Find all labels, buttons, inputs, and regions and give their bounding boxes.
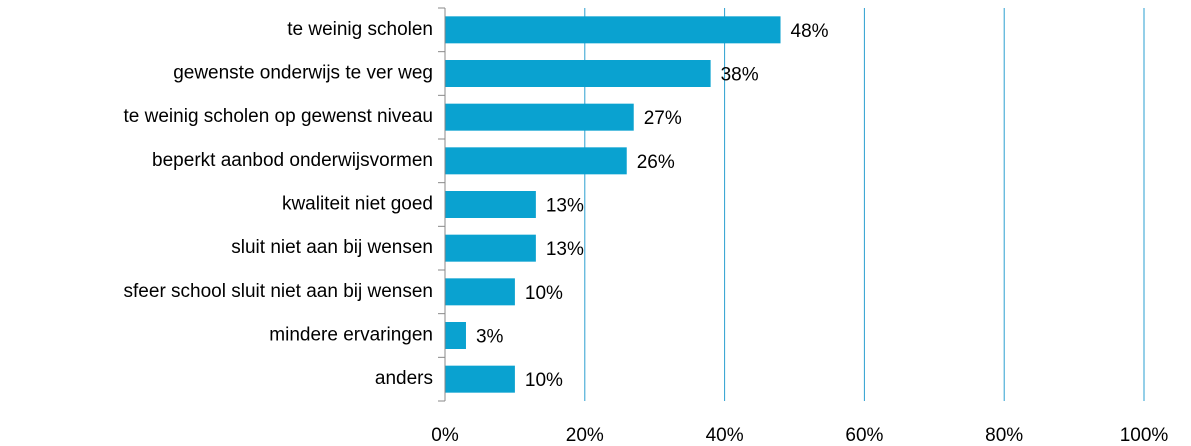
x-tick-label: 60% [845,425,883,446]
y-tick-label: sfeer school sluit niet aan bij wensen [124,281,433,302]
data-label: 27% [644,108,682,129]
bar [445,191,536,218]
data-label: 13% [546,239,584,260]
y-tick-label: kwaliteit niet goed [282,194,433,215]
data-label: 26% [637,152,675,173]
bar [445,322,466,349]
bar [445,16,781,44]
bar [445,60,711,87]
bar [445,103,634,131]
y-tick-label: te weinig scholen [287,19,433,40]
bar [445,365,515,393]
bar [445,234,536,262]
bar [445,147,627,175]
y-tick-label: te weinig scholen op gewenst niveau [124,106,433,127]
x-tick-label: 20% [566,425,604,446]
data-label: 48% [791,21,829,42]
bar [445,278,515,306]
x-tick-label: 40% [706,425,744,446]
data-label: 10% [525,283,563,304]
data-label: 10% [525,370,563,391]
y-tick-label: beperkt aanbod onderwijsvormen [152,150,433,171]
x-tick-label: 100% [1120,425,1169,446]
data-label: 13% [546,196,584,217]
data-label: 3% [476,327,504,348]
y-tick-label: gewenste onderwijs te ver weg [173,63,433,84]
data-label: 38% [721,65,759,86]
x-tick-label: 0% [431,425,459,446]
y-tick-label: anders [375,368,433,389]
y-tick-label: sluit niet aan bij wensen [231,237,433,258]
x-tick-label: 80% [985,425,1023,446]
y-tick-label: mindere ervaringen [269,325,433,346]
